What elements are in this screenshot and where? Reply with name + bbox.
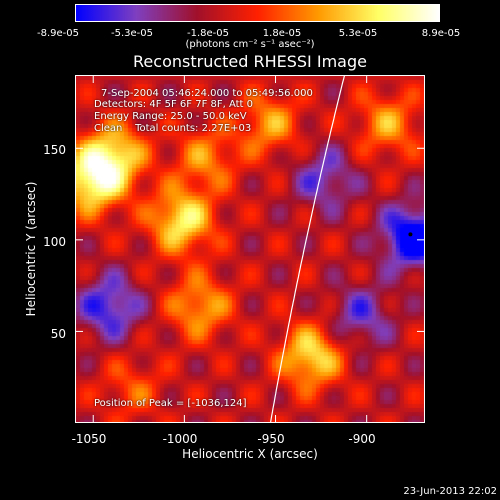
x-axis-label: Heliocentric X (arcsec) bbox=[182, 447, 318, 461]
colorbar-tick-label: 8.9e-05 bbox=[421, 28, 461, 39]
y-tick-label: 50 bbox=[50, 327, 66, 341]
time-range-annotation: 7-Sep-2004 05:46:24.000 to 05:49:56.000 bbox=[101, 88, 313, 99]
colorbar-tick-label: 5.3e-05 bbox=[338, 28, 378, 39]
colorbar-tick-label: 1.8e-05 bbox=[262, 28, 302, 39]
peak-position-annotation: Position of Peak = [-1036,124] bbox=[94, 398, 247, 409]
x-tick-label: -1000 bbox=[162, 432, 198, 446]
axes-overlay bbox=[75, 75, 425, 423]
colorbar-tick-label: -5.3e-05 bbox=[111, 28, 153, 39]
colorbar-tick-label: -8.9e-05 bbox=[37, 28, 79, 39]
x-tick-label: -950 bbox=[257, 432, 285, 446]
colorbar-tick-label: -1.8e-05 bbox=[187, 28, 229, 39]
dark-source-marker bbox=[408, 232, 413, 237]
y-axis-label: Heliocentric Y (arcsec) bbox=[24, 181, 38, 317]
heatmap-image bbox=[76, 76, 424, 422]
y-tick-label: 150 bbox=[43, 143, 66, 157]
footer-date: 23-Jun-2013 22:02 bbox=[403, 486, 497, 497]
x-tick-label: -900 bbox=[348, 432, 376, 446]
colorbar-unit-label: (photons cm⁻² s⁻¹ asec⁻²) bbox=[185, 39, 315, 50]
solar-limb-line bbox=[269, 75, 346, 423]
plot-area: 7-Sep-2004 05:46:24.000 to 05:49:56.000 … bbox=[75, 75, 425, 423]
y-tick-label: 100 bbox=[43, 235, 66, 249]
colorbar bbox=[75, 4, 440, 22]
detectors-annotation: Detectors: 4F 5F 6F 7F 8F, Att 0 bbox=[94, 99, 254, 110]
x-tick-label: -1050 bbox=[71, 432, 107, 446]
chart-title: Reconstructed RHESSI Image bbox=[133, 52, 367, 71]
energy-range-annotation: Energy Range: 25.0 - 50.0 keV bbox=[94, 111, 247, 122]
clean-annotation: Clean Total counts: 2.27E+03 bbox=[94, 123, 252, 134]
